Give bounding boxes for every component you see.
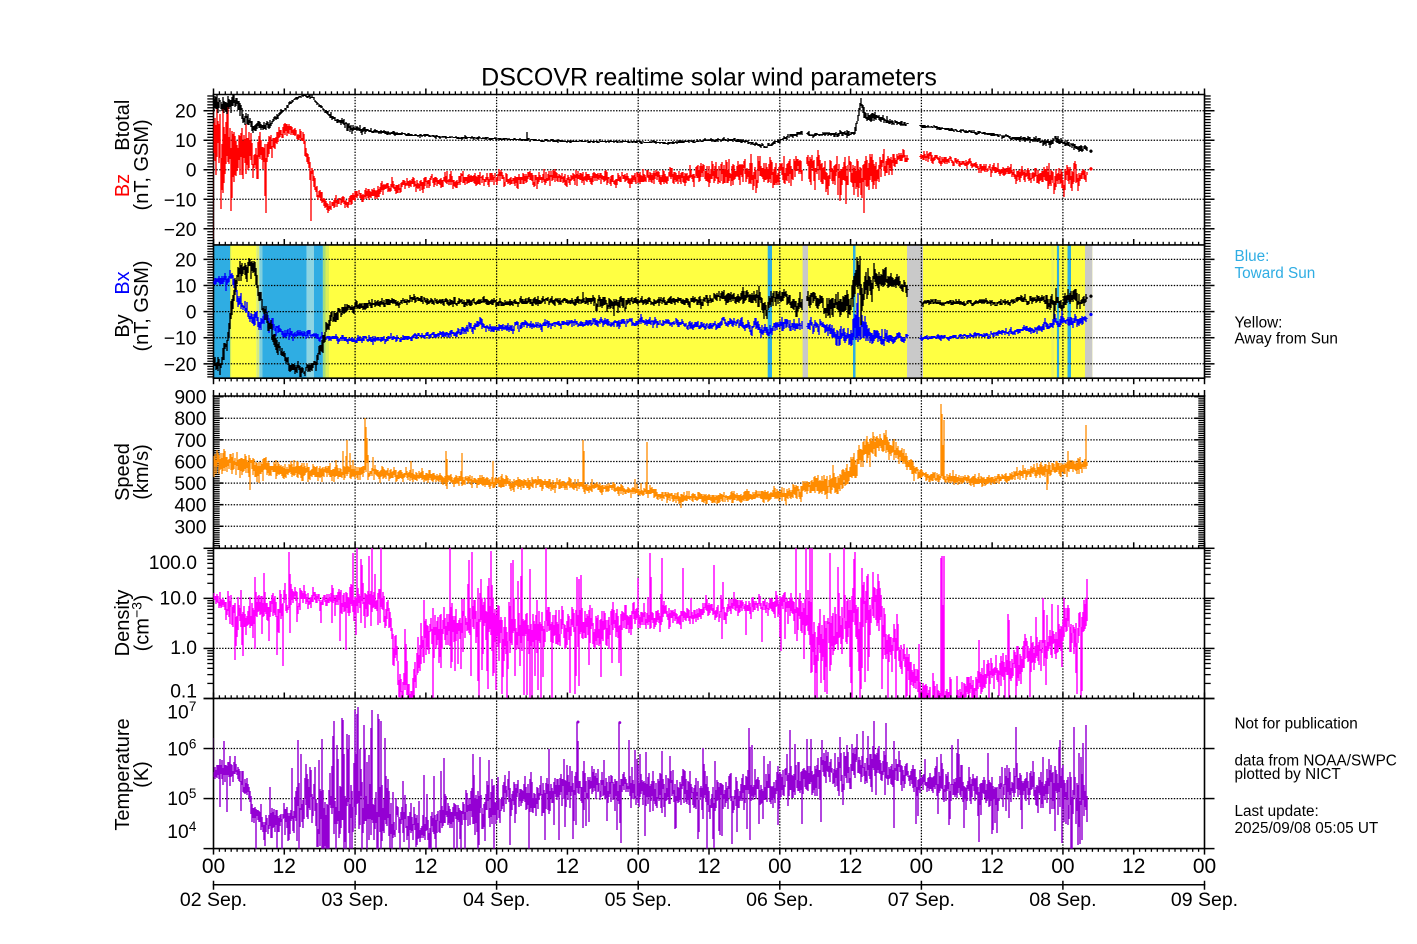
svg-text:plotted by NICT: plotted by NICT [1235, 766, 1341, 783]
svg-text:03 Sep.: 03 Sep. [321, 889, 388, 911]
svg-text:05 Sep.: 05 Sep. [605, 889, 672, 911]
svg-text:Last update:: Last update: [1235, 803, 1319, 820]
svg-text:data from NOAA/SWPC: data from NOAA/SWPC [1235, 753, 1397, 770]
svg-text:100.0: 100.0 [149, 553, 197, 574]
svg-text:Btotal: Btotal [112, 100, 134, 151]
svg-text:600: 600 [174, 452, 206, 473]
svg-text:1 0 6: 1 0 6 [167, 737, 196, 761]
svg-text:Bx: Bx [112, 271, 134, 294]
svg-text:00: 00 [910, 855, 933, 878]
svg-text:400: 400 [174, 496, 206, 517]
svg-text:12: 12 [697, 855, 720, 878]
svg-text:00: 00 [768, 855, 791, 878]
svg-text:04 Sep.: 04 Sep. [463, 889, 530, 911]
svg-text:02 Sep.: 02 Sep. [180, 889, 247, 911]
svg-text:Not for publication: Not for publication [1235, 715, 1358, 732]
svg-text:12: 12 [1122, 855, 1145, 878]
svg-text:1 0 5: 1 0 5 [167, 786, 196, 810]
svg-text:800: 800 [174, 409, 206, 430]
svg-text:20: 20 [175, 102, 196, 123]
svg-text:−20: −20 [164, 220, 197, 241]
svg-text:00: 00 [343, 855, 366, 878]
svg-text:08 Sep.: 08 Sep. [1029, 889, 1096, 911]
svg-text:DSCOVR realtime solar wind par: DSCOVR realtime solar wind parameters [481, 64, 937, 92]
svg-text:900: 900 [174, 388, 206, 409]
svg-text:00: 00 [485, 855, 508, 878]
svg-text:07 Sep.: 07 Sep. [888, 889, 955, 911]
svg-text:Away from Sun: Away from Sun [1235, 331, 1338, 348]
svg-text:10.0: 10.0 [159, 589, 197, 610]
svg-text:09 Sep.: 09 Sep. [1171, 889, 1238, 911]
svg-text:00: 00 [1051, 855, 1074, 878]
svg-text:12: 12 [556, 855, 579, 878]
svg-text:(nT, GSM): (nT, GSM) [131, 119, 153, 210]
svg-text:Toward Sun: Toward Sun [1235, 265, 1316, 282]
svg-text:(K): (K) [131, 761, 153, 788]
svg-text:By: By [112, 314, 134, 337]
svg-text:−10: −10 [164, 190, 197, 211]
svg-text:( c m ) −: ( c m ) − 3 [128, 590, 153, 651]
svg-text:(km/s): (km/s) [131, 444, 153, 500]
svg-text:Temperature: Temperature [112, 718, 134, 830]
svg-text:500: 500 [174, 474, 206, 495]
svg-text:00: 00 [1193, 855, 1216, 878]
svg-text:Bz: Bz [112, 174, 134, 197]
svg-text:Speed: Speed [112, 443, 134, 501]
svg-text:12: 12 [980, 855, 1003, 878]
svg-text:0: 0 [186, 303, 197, 324]
svg-text:00: 00 [627, 855, 650, 878]
svg-text:700: 700 [174, 431, 206, 452]
svg-text:Blue:: Blue: [1235, 248, 1270, 265]
svg-text:0.1: 0.1 [170, 682, 197, 703]
svg-text:Yellow:: Yellow: [1235, 315, 1283, 332]
svg-text:1.0: 1.0 [170, 638, 197, 659]
svg-text:1 0 4: 1 0 4 [167, 819, 197, 843]
svg-text:(nT, GSM): (nT, GSM) [131, 260, 153, 351]
svg-text:00: 00 [202, 855, 225, 878]
svg-text:12: 12 [273, 855, 296, 878]
svg-text:20: 20 [175, 250, 196, 271]
svg-text:10: 10 [175, 131, 196, 152]
svg-text:−20: −20 [164, 355, 197, 376]
svg-text:−10: −10 [164, 329, 197, 350]
svg-text:Density: Density [112, 590, 134, 657]
svg-text:10: 10 [175, 276, 196, 297]
svg-text:0: 0 [186, 161, 197, 182]
svg-text:1 0 7: 1 0 7 [167, 699, 196, 723]
svg-text:300: 300 [174, 517, 206, 538]
svg-text:12: 12 [839, 855, 862, 878]
svg-text:06 Sep.: 06 Sep. [746, 889, 813, 911]
svg-text:12: 12 [414, 855, 437, 878]
svg-text:2025/09/08 05:05 UT: 2025/09/08 05:05 UT [1235, 820, 1379, 837]
